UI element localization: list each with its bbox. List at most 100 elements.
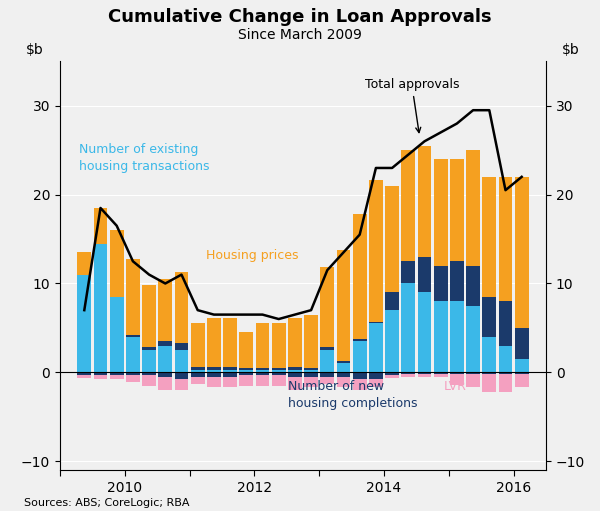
Bar <box>320 267 334 347</box>
Bar <box>353 341 367 373</box>
Bar <box>320 377 334 384</box>
Bar <box>239 375 253 386</box>
Bar <box>466 150 480 266</box>
Bar <box>385 310 399 373</box>
Bar <box>256 369 269 373</box>
Bar <box>337 250 350 361</box>
Bar <box>482 337 496 373</box>
Bar <box>369 179 383 322</box>
Bar <box>175 343 188 350</box>
Bar <box>94 375 107 380</box>
Bar <box>450 374 464 385</box>
Text: $b: $b <box>562 43 580 57</box>
Bar <box>434 301 448 373</box>
Text: Housing prices: Housing prices <box>206 249 298 262</box>
Bar <box>110 375 124 380</box>
Bar <box>385 375 399 378</box>
Bar <box>482 374 496 392</box>
Bar <box>482 373 496 374</box>
Bar <box>401 150 415 261</box>
Bar <box>401 261 415 284</box>
Bar <box>418 146 431 257</box>
Bar <box>110 230 124 297</box>
Bar <box>126 335 140 337</box>
Bar <box>77 274 91 373</box>
Bar <box>369 322 383 323</box>
Bar <box>272 323 286 368</box>
Bar <box>110 297 124 373</box>
Bar <box>385 373 399 375</box>
Bar <box>304 369 318 373</box>
Bar <box>418 373 431 374</box>
Bar <box>77 373 91 375</box>
Bar <box>418 257 431 292</box>
Bar <box>515 373 529 374</box>
Bar <box>207 377 221 387</box>
Bar <box>385 292 399 310</box>
Bar <box>515 177 529 328</box>
Bar <box>320 347 334 350</box>
Bar <box>175 350 188 373</box>
Bar <box>191 377 205 384</box>
Bar <box>515 359 529 373</box>
Bar <box>207 367 221 369</box>
Bar <box>77 252 91 274</box>
Bar <box>337 361 350 363</box>
Bar <box>191 369 205 373</box>
Bar <box>77 375 91 378</box>
Bar <box>288 373 302 377</box>
Bar <box>434 374 448 377</box>
Bar <box>158 346 172 373</box>
Bar <box>126 337 140 373</box>
Bar <box>304 377 318 387</box>
Bar <box>175 272 188 343</box>
Bar <box>385 185 399 292</box>
Bar <box>320 350 334 373</box>
Text: Total approvals: Total approvals <box>365 78 459 132</box>
Bar <box>191 373 205 377</box>
Bar <box>418 292 431 373</box>
Bar <box>401 284 415 373</box>
Bar <box>256 368 269 369</box>
Bar <box>288 318 302 367</box>
Bar <box>499 301 512 346</box>
Bar <box>369 323 383 373</box>
Bar <box>515 328 529 359</box>
Bar <box>94 373 107 375</box>
Bar <box>272 368 286 369</box>
Bar <box>142 347 156 350</box>
Bar <box>191 367 205 369</box>
Bar <box>288 367 302 369</box>
Bar <box>272 375 286 386</box>
Text: Cumulative Change in Loan Approvals: Cumulative Change in Loan Approvals <box>108 8 492 26</box>
Bar <box>126 373 140 375</box>
Bar <box>450 373 464 374</box>
Bar <box>466 374 480 387</box>
Bar <box>272 369 286 373</box>
Bar <box>239 369 253 373</box>
Bar <box>223 373 237 377</box>
Bar <box>353 373 367 380</box>
Bar <box>223 369 237 373</box>
Bar <box>126 260 140 335</box>
Bar <box>256 375 269 386</box>
Text: $b: $b <box>26 43 44 57</box>
Bar <box>482 297 496 337</box>
Bar <box>94 208 107 244</box>
Bar <box>320 373 334 377</box>
Bar <box>337 363 350 373</box>
Bar <box>304 368 318 369</box>
Bar <box>207 373 221 377</box>
Bar <box>256 373 269 375</box>
Bar <box>466 306 480 373</box>
Bar <box>207 369 221 373</box>
Bar <box>158 341 172 346</box>
Bar <box>142 350 156 373</box>
Bar <box>353 339 367 341</box>
Bar <box>223 367 237 369</box>
Bar <box>223 377 237 387</box>
Bar <box>239 332 253 368</box>
Bar <box>401 373 415 374</box>
Bar <box>353 380 367 390</box>
Text: LVR: LVR <box>444 380 467 393</box>
